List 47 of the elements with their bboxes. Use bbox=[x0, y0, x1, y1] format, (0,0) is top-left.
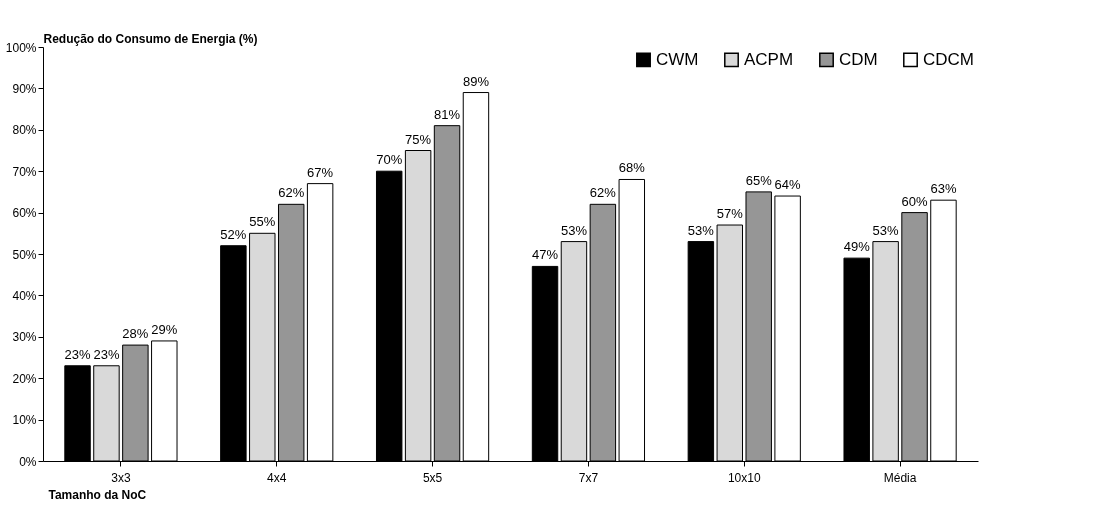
y-tick-label: 0% bbox=[19, 454, 37, 469]
data-label: 28% bbox=[122, 326, 149, 342]
data-label: 29% bbox=[151, 321, 178, 337]
data-label: 89% bbox=[462, 73, 490, 89]
y-tick-label: 100% bbox=[5, 40, 37, 55]
y-tick-label: 90% bbox=[12, 81, 37, 96]
x-tick-label: 3x3 bbox=[111, 470, 131, 485]
y-tick-label: 80% bbox=[12, 123, 37, 138]
data-label: 70% bbox=[376, 152, 403, 168]
x-tick-label: 10x10 bbox=[727, 470, 761, 485]
legend-label: ACPM bbox=[744, 49, 794, 69]
legend-label: CDM bbox=[839, 49, 878, 69]
y-tick-label: 50% bbox=[12, 247, 37, 262]
data-label: 62% bbox=[589, 185, 617, 201]
data-label: 65% bbox=[745, 172, 773, 188]
data-label: 60% bbox=[901, 193, 928, 209]
data-label: 64% bbox=[774, 177, 802, 193]
legend-label: CWM bbox=[656, 49, 699, 69]
x-tick-label: 7x7 bbox=[578, 470, 599, 485]
y-tick-label: 30% bbox=[12, 330, 37, 345]
y-tick-label: 20% bbox=[12, 371, 37, 386]
data-label: 81% bbox=[434, 106, 461, 122]
data-label: 49% bbox=[843, 239, 871, 255]
y-tick-label: 70% bbox=[12, 164, 37, 179]
data-label: 63% bbox=[930, 181, 957, 197]
x-tick-label: Média bbox=[883, 470, 917, 485]
y-tick-label: 60% bbox=[12, 206, 37, 221]
data-label: 62% bbox=[278, 185, 305, 201]
x-tick-label: 4x4 bbox=[267, 470, 287, 485]
data-label: 23% bbox=[93, 346, 120, 362]
legend-label: CDCM bbox=[923, 49, 974, 69]
data-label: 23% bbox=[64, 346, 91, 362]
y-tick-label: 10% bbox=[12, 413, 37, 428]
data-label: 75% bbox=[405, 131, 432, 147]
data-label: 47% bbox=[532, 247, 559, 263]
x-axis-title: Tamanho da NoC bbox=[48, 487, 147, 502]
data-label: 52% bbox=[220, 226, 247, 242]
data-label: 68% bbox=[618, 160, 646, 176]
y-axis-title: Redução do Consumo de Energia (%) bbox=[43, 31, 258, 46]
data-label: 67% bbox=[307, 164, 334, 180]
data-label: 57% bbox=[716, 206, 744, 222]
x-tick-label: 5x5 bbox=[422, 470, 443, 485]
y-tick-label: 40% bbox=[12, 288, 37, 303]
data-label: 53% bbox=[560, 222, 588, 238]
data-label: 55% bbox=[249, 214, 276, 230]
data-label: 53% bbox=[872, 222, 900, 238]
data-label: 53% bbox=[687, 222, 715, 238]
